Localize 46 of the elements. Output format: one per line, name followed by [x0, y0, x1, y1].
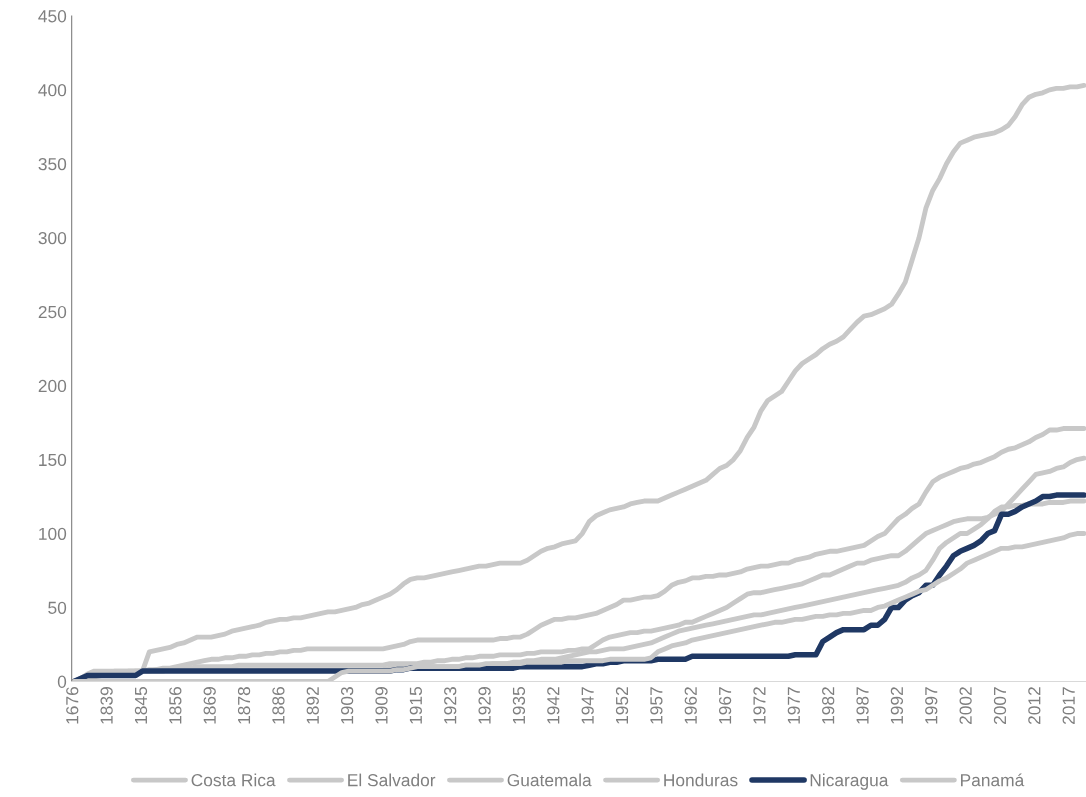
legend-label: El Salvador	[348, 773, 436, 787]
x-tick-label: 1957	[650, 687, 663, 724]
x-tick-label: 1962	[684, 687, 697, 724]
x-tick-label: 1977	[787, 687, 800, 724]
x-tick-label: 1856	[169, 687, 182, 724]
x-tick-label: 1903	[340, 687, 354, 724]
x-tick-label: 1967	[718, 687, 732, 724]
legend-label: Nicaragua	[810, 773, 889, 790]
x-tick-label: 2002	[959, 687, 972, 725]
x-tick-label: 1972	[753, 687, 766, 724]
x-tick-label: 1839	[100, 687, 113, 724]
x-tick-label: 1982	[822, 687, 835, 724]
x-tick-label: 1909	[375, 687, 388, 724]
x-tick-label: 2012	[1028, 687, 1041, 725]
y-tick-label: 50	[48, 601, 67, 614]
legend-label: Guatemala	[507, 773, 592, 787]
x-tick-label: 2017	[1062, 687, 1075, 725]
x-tick-label: 1676	[66, 687, 79, 724]
x-tick-label: 1987	[856, 687, 869, 724]
x-tick-label: 1942	[547, 687, 560, 724]
x-tick-label: 1947	[581, 687, 594, 724]
x-tick-label: 1869	[203, 687, 216, 724]
x-tick-label: 1935	[512, 687, 526, 724]
y-tick-label: 450	[38, 10, 67, 23]
y-tick-label: 250	[38, 305, 67, 319]
x-tick-label: 1886	[272, 687, 285, 724]
y-tick-label: 100	[39, 527, 67, 541]
x-tick-label: 1997	[925, 687, 938, 724]
x-tick-label: 1845	[134, 687, 148, 724]
y-tick-label: 0	[57, 675, 67, 688]
y-tick-label: 200	[38, 379, 67, 393]
y-tick-label: 150	[39, 453, 67, 467]
x-tick-label: 1923	[444, 687, 457, 724]
x-tick-label: 1992	[890, 687, 904, 724]
x-tick-label: 1892	[306, 687, 319, 724]
x-tick-label: 1915	[409, 687, 422, 724]
legend-label: Honduras	[664, 773, 738, 787]
x-tick-label: 1952	[615, 687, 629, 724]
x-tick-label: 1929	[478, 687, 491, 724]
legend-label: Costa Rica	[191, 773, 276, 787]
y-tick-label: 350	[38, 158, 67, 171]
y-tick-label: 300	[38, 231, 67, 245]
y-tick-label: 400	[38, 84, 67, 97]
x-tick-label: 2007	[993, 687, 1007, 725]
legend-label: Panamá	[961, 773, 1025, 787]
x-tick-label: 1878	[237, 687, 251, 724]
